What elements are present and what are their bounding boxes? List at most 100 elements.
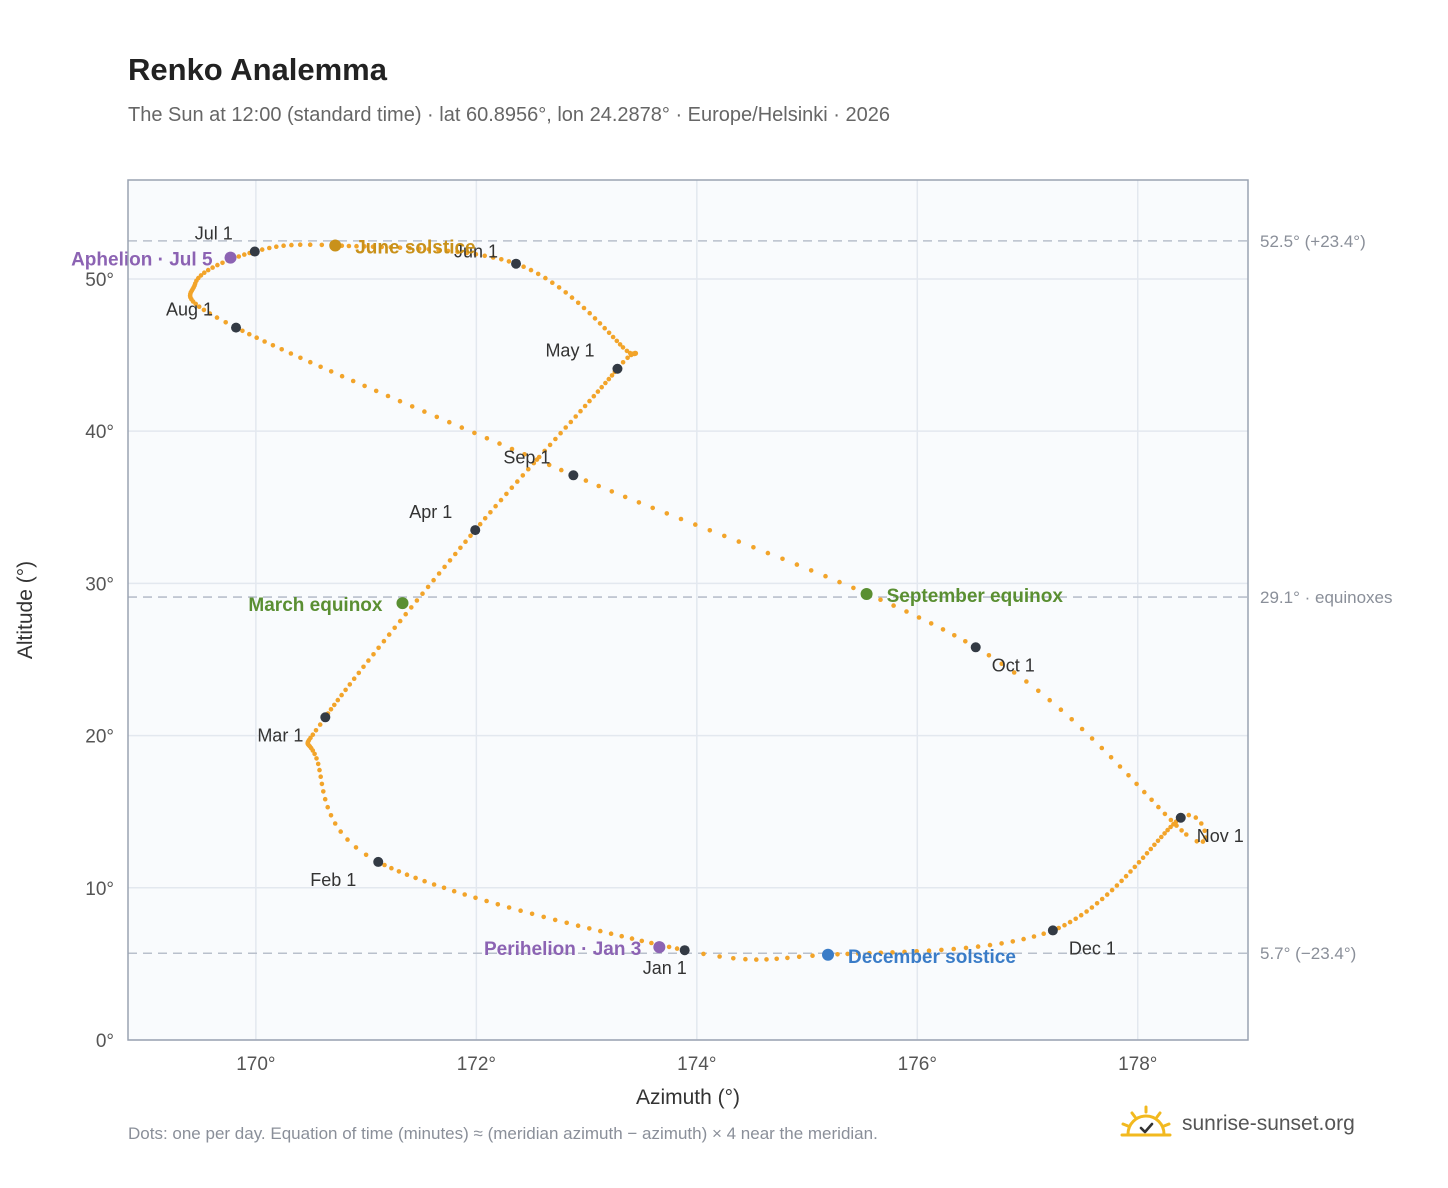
axes: 170° 172° 174° 176° 178° 0° 10° 20° 30° 40° 50° Azi… — [14, 270, 1157, 1109]
day-dot — [731, 956, 736, 961]
day-dot — [1036, 688, 1041, 694]
month-label: Jun 1 — [454, 242, 498, 262]
day-dot — [498, 497, 504, 503]
day-dot — [596, 483, 601, 489]
day-dot — [215, 262, 220, 268]
day-dot — [442, 564, 447, 570]
day-dot — [370, 244, 376, 249]
day-dot — [407, 245, 412, 251]
day-dot — [529, 911, 535, 917]
day-dot — [354, 243, 359, 249]
day-dot — [547, 442, 553, 448]
day-dot — [1149, 797, 1154, 803]
day-dot — [403, 611, 409, 617]
day-dot — [902, 949, 907, 955]
day-dot — [458, 545, 463, 551]
day-dot — [622, 494, 628, 500]
day-dot — [1069, 717, 1074, 722]
day-dot — [434, 414, 440, 420]
day-dot — [1108, 755, 1114, 760]
day-dot — [472, 430, 477, 436]
day-dot — [780, 556, 785, 562]
day-dot — [999, 661, 1004, 666]
month-marker — [511, 258, 522, 269]
day-dot — [1194, 839, 1200, 844]
day-dot — [288, 351, 294, 356]
day-dot — [322, 796, 328, 802]
day-dot — [619, 933, 624, 939]
brand[interactable]: sunrise-sunset.org — [1120, 1104, 1355, 1144]
day-dot — [1132, 864, 1138, 870]
day-dot — [620, 360, 626, 365]
day-dot — [916, 615, 922, 620]
month-marker — [679, 945, 690, 956]
day-dot — [1078, 912, 1084, 918]
day-dot — [1144, 851, 1150, 856]
day-dot — [591, 393, 597, 399]
day-dot — [602, 325, 607, 331]
day-dot — [414, 598, 420, 603]
day-dot — [1140, 855, 1146, 860]
brand-name[interactable]: sunrise-sunset.org — [1182, 1112, 1355, 1135]
day-dot — [310, 732, 316, 737]
day-dot — [1011, 670, 1017, 675]
month-marker — [1175, 812, 1186, 823]
day-dot — [1058, 707, 1064, 712]
day-dot — [926, 948, 932, 953]
day-dot — [317, 767, 322, 773]
day-dot — [201, 307, 207, 313]
day-dot — [396, 869, 402, 874]
day-dot — [751, 545, 756, 550]
day-dot — [1104, 892, 1110, 897]
day-dot — [240, 328, 245, 334]
month-marker — [249, 246, 260, 257]
day-dot — [409, 404, 415, 409]
day-dot — [509, 446, 515, 452]
x-tick-label: 170° — [236, 1054, 275, 1075]
day-dot — [587, 926, 592, 931]
day-dot — [422, 878, 427, 884]
day-dot — [220, 260, 225, 266]
day-dot — [404, 872, 410, 877]
day-dot — [543, 275, 548, 281]
day-dot — [1128, 869, 1133, 874]
day-dot — [381, 638, 387, 644]
day-dot — [422, 409, 427, 414]
day-dot — [506, 905, 512, 910]
page-subtitle: The Sun at 12:00 (standard time) · lat 6… — [128, 104, 891, 126]
day-dot — [420, 591, 425, 596]
month-label: Aug 1 — [166, 300, 213, 320]
day-dot — [674, 946, 680, 951]
day-dot — [581, 305, 587, 311]
day-dot — [515, 479, 520, 484]
day-dot — [1186, 812, 1192, 818]
month-label: Mar 1 — [257, 725, 303, 745]
day-dot — [353, 845, 359, 850]
day-dot — [1156, 804, 1161, 810]
reference-line-label: 5.7° (−23.4°) — [1260, 944, 1356, 963]
day-dot — [528, 267, 534, 273]
day-dot — [1155, 838, 1161, 844]
day-dot — [1021, 936, 1026, 942]
day-dot — [541, 914, 546, 920]
event-label: Aphelion · Jul 5 — [71, 250, 213, 271]
day-dot — [426, 247, 432, 252]
day-dot — [1024, 679, 1029, 684]
day-dot — [1165, 827, 1170, 833]
day-dot — [569, 295, 575, 300]
day-dot — [1047, 697, 1052, 703]
day-dot — [350, 378, 356, 384]
day-dot — [620, 345, 626, 350]
month-label: Nov 1 — [1197, 826, 1244, 846]
day-dot — [558, 430, 563, 436]
month-label: Jan 1 — [643, 958, 687, 978]
day-dot — [1123, 873, 1129, 879]
day-dot — [242, 252, 247, 257]
day-dot — [878, 597, 883, 602]
day-dot — [318, 774, 324, 779]
event-marker — [822, 948, 834, 961]
day-dot — [520, 473, 526, 478]
day-dot — [764, 957, 769, 962]
reference-line-label: 29.1° · equinoxes — [1260, 588, 1393, 607]
month-marker — [320, 712, 331, 723]
